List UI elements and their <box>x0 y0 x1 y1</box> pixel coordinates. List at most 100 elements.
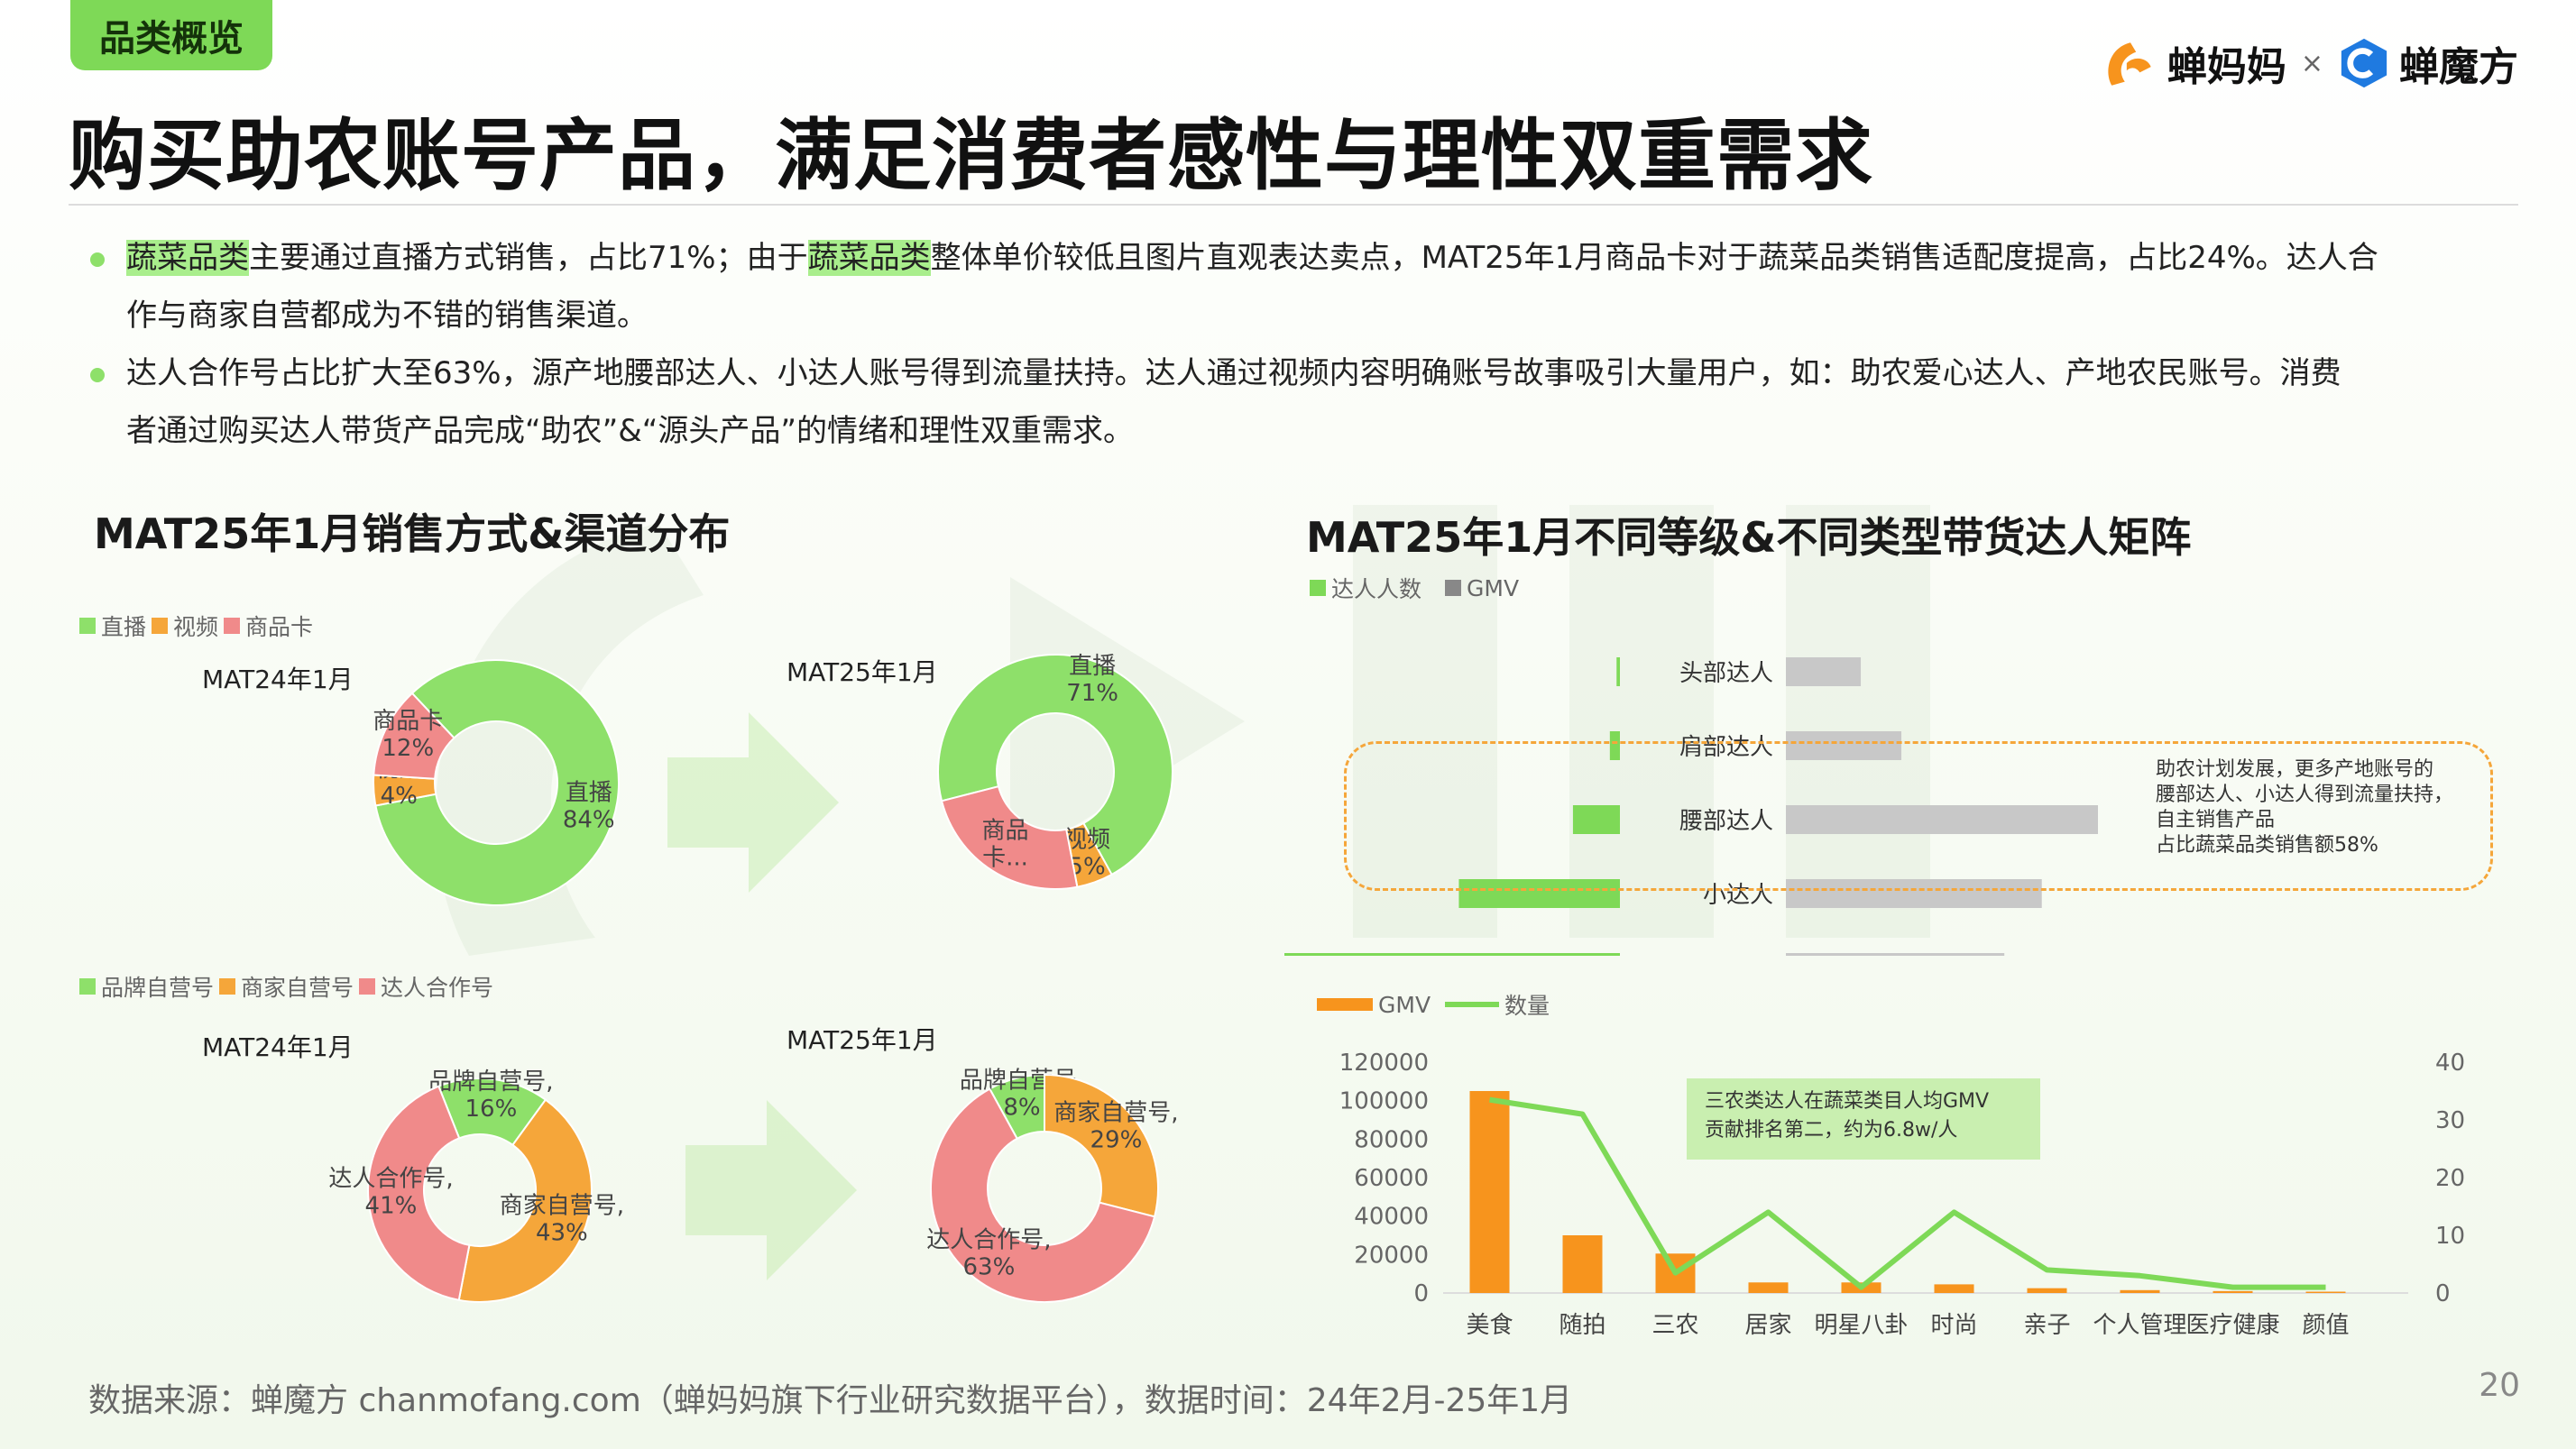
right-section-title: MAT25年1月不同等级&不同类型带货达人矩阵 <box>1306 513 2192 562</box>
bar-GMV-头部达人 <box>1786 657 1862 686</box>
bar-GMV-居家 <box>1748 1282 1789 1293</box>
category-tag: 品类概览 <box>70 0 272 70</box>
legend-swatch <box>359 978 376 995</box>
donut-label: 直播 84% <box>563 779 615 833</box>
brand-left: 蝉妈妈 <box>2167 44 2286 90</box>
bar-GMV-美食 <box>1469 1091 1510 1293</box>
bar-GMV-肩部达人 <box>1786 731 1902 760</box>
callout-text: 助农计划发展，更多产地账号的 腰部达人、小达人得到流量扶持， 自主销售产品 占比… <box>2156 757 2453 858</box>
line-数量 <box>1489 1096 2326 1290</box>
pie-period-label: MAT25年1月 <box>787 1025 938 1055</box>
title-divider <box>69 204 2518 206</box>
highlight: 蔬菜品类 <box>126 240 249 276</box>
pie-period-label: MAT24年1月 <box>202 1032 354 1062</box>
chanmama-logo-icon <box>2108 42 2151 86</box>
legend-label: 视频 <box>173 614 219 640</box>
donut-chart-method-25: 直播 71% 视频 5% 商品卡... <box>937 653 1173 890</box>
category-label: 小达人 <box>1703 882 1773 909</box>
bar-GMV-腰部达人 <box>1786 805 2098 834</box>
donut-slice-商品卡 <box>940 784 1079 890</box>
callout-line: 助农计划发展，更多产地账号的 <box>2156 758 2434 781</box>
legend-label: 商品卡 <box>245 614 314 640</box>
bar-GMV-时尚 <box>1934 1284 1974 1293</box>
bullet-dot <box>90 252 105 267</box>
x-tick-label: 时尚 <box>1930 1312 1977 1339</box>
chanmofang-logo-icon <box>2341 38 2387 88</box>
bar-GMV-个人管理 <box>2120 1289 2160 1293</box>
x-tick-label: 颜值 <box>2302 1312 2349 1339</box>
legend-label: 商家自营号 <box>241 975 354 1001</box>
donut-chart-channel-24: 品牌自营号, 16% 商家自营号, 43% 达人合作号, 41% <box>328 1068 624 1303</box>
callout-box <box>1344 741 2493 891</box>
x-tick-label: 医疗健康 <box>2185 1312 2279 1339</box>
page-number: 20 <box>2479 1367 2520 1404</box>
legend-label: 达人合作号 <box>381 975 494 1001</box>
bullet-text: 主要通过直播方式销售，占比71%；由于 <box>249 240 808 276</box>
y-tick-right: 0 <box>2435 1280 2451 1307</box>
donut-label: 视频 5% <box>1063 826 1110 880</box>
donut-label: 品牌自营号, 16% <box>428 1068 553 1123</box>
combo-callout: 三农类达人在蔬菜类目人均GMV 贡献排名第二，约为6.8w/人 <box>1687 1078 2040 1160</box>
legend-swatch <box>79 978 96 995</box>
legend-swatch <box>152 618 169 634</box>
donut-label: 达人合作号, 41% <box>328 1165 453 1219</box>
donut-slice-商家自营号 <box>457 1098 593 1303</box>
x-tick-label: 明星八卦 <box>1814 1312 1908 1339</box>
highlight: 蔬菜品类 <box>807 240 931 276</box>
pie-legend-channel: 品牌自营号 商家自营号 达人合作号 <box>79 970 493 1003</box>
bullet-text: 达人合作号占比扩大至63%，源产地腰部达人、小达人账号得到流量扶持。达人通过视频… <box>126 355 2341 391</box>
y-tick-left: 0 <box>1413 1280 1429 1307</box>
combo-legend: GMV 数量 <box>1317 988 1550 1021</box>
callout-line: 自主销售产品 <box>2156 809 2276 831</box>
donut-slice-商家自营号 <box>1044 1073 1159 1218</box>
x-tick-label: 三农 <box>1651 1312 1698 1339</box>
pie-legend-method: 直播 视频 商品卡 <box>79 610 313 642</box>
bar-达人人数-肩部达人 <box>1609 731 1620 760</box>
donut-slice-达人合作号 <box>367 1085 471 1301</box>
bullet-text: 整体单价较低且图片直观表达卖点，MAT25年1月商品卡对于蔬菜品类销售适配度提高… <box>930 240 2378 276</box>
butterfly-bar-chart: 头部达人肩部达人腰部达人小达人尾部达人 <box>1284 657 2098 956</box>
bar-达人人数-小达人 <box>1458 879 1620 908</box>
bar-达人人数-头部达人 <box>1616 657 1620 686</box>
callout-line: 贡献排名第二，约为6.8w/人 <box>1705 1119 1958 1142</box>
legend-swatch <box>1317 998 1373 1011</box>
y-tick-right: 10 <box>2435 1223 2465 1250</box>
category-label: 腰部达人 <box>1679 808 1773 835</box>
pie-period-label: MAT24年1月 <box>202 665 354 694</box>
donut-label: 商品卡 12% <box>373 708 443 762</box>
brand-separator: × <box>2300 47 2323 79</box>
bar-达人人数-腰部达人 <box>1572 805 1620 834</box>
bar-GMV-亲子 <box>2027 1288 2067 1293</box>
legend-label: 品牌自营号 <box>101 975 215 1001</box>
arrow-icon <box>685 1100 857 1280</box>
legend-label: GMV <box>1467 574 1520 601</box>
legend-swatch <box>224 618 241 634</box>
callout-line: 占比蔬菜品类销售额58% <box>2156 834 2378 857</box>
y-tick-left: 60000 <box>1354 1165 1429 1192</box>
donut-slice-直播 <box>374 659 620 906</box>
callout-line: 腰部达人、小达人得到流量扶持， <box>2156 784 2454 806</box>
y-tick-right: 20 <box>2435 1165 2465 1192</box>
bar-GMV-颜值 <box>2305 1291 2346 1293</box>
legend-label: 直播 <box>101 614 147 640</box>
donut-slice-达人合作号 <box>930 1087 1156 1303</box>
legend-swatch <box>1445 580 1462 596</box>
donut-label: 达人合作号, 63% <box>926 1226 1051 1280</box>
callout-line: 三农类达人在蔬菜类目人均GMV <box>1705 1090 1990 1113</box>
bullet-dot <box>90 368 105 382</box>
x-tick-label: 居家 <box>1744 1312 1791 1339</box>
x-tick-label: 个人管理 <box>2093 1312 2186 1339</box>
page-title: 购买助农账号产品，满足消费者感性与理性双重需求 <box>69 111 1873 201</box>
x-tick-label: 随拍 <box>1559 1312 1605 1339</box>
x-tick-label: 亲子 <box>2023 1312 2070 1339</box>
bullet-text: 者通过购买达人带货产品完成“助农”&“源头产品”的情绪和理性双重需求。 <box>126 413 1134 449</box>
legend-swatch <box>79 618 96 634</box>
legend-swatch <box>1445 1002 1500 1007</box>
brand-logos: 蝉妈妈 × 蝉魔方 <box>2102 34 2518 92</box>
arrow-icon <box>667 712 839 893</box>
pie-period-label: MAT25年1月 <box>787 657 938 687</box>
donut-slice-商品卡 <box>373 692 455 780</box>
bar-GMV-小达人 <box>1786 879 2042 908</box>
butterfly-legend: 达人人数 GMV <box>1310 572 1519 604</box>
combo-bar-line-chart: 0 20000 40000 60000 80000 100000 120000 0 10 20 30… <box>1339 1050 2465 1339</box>
